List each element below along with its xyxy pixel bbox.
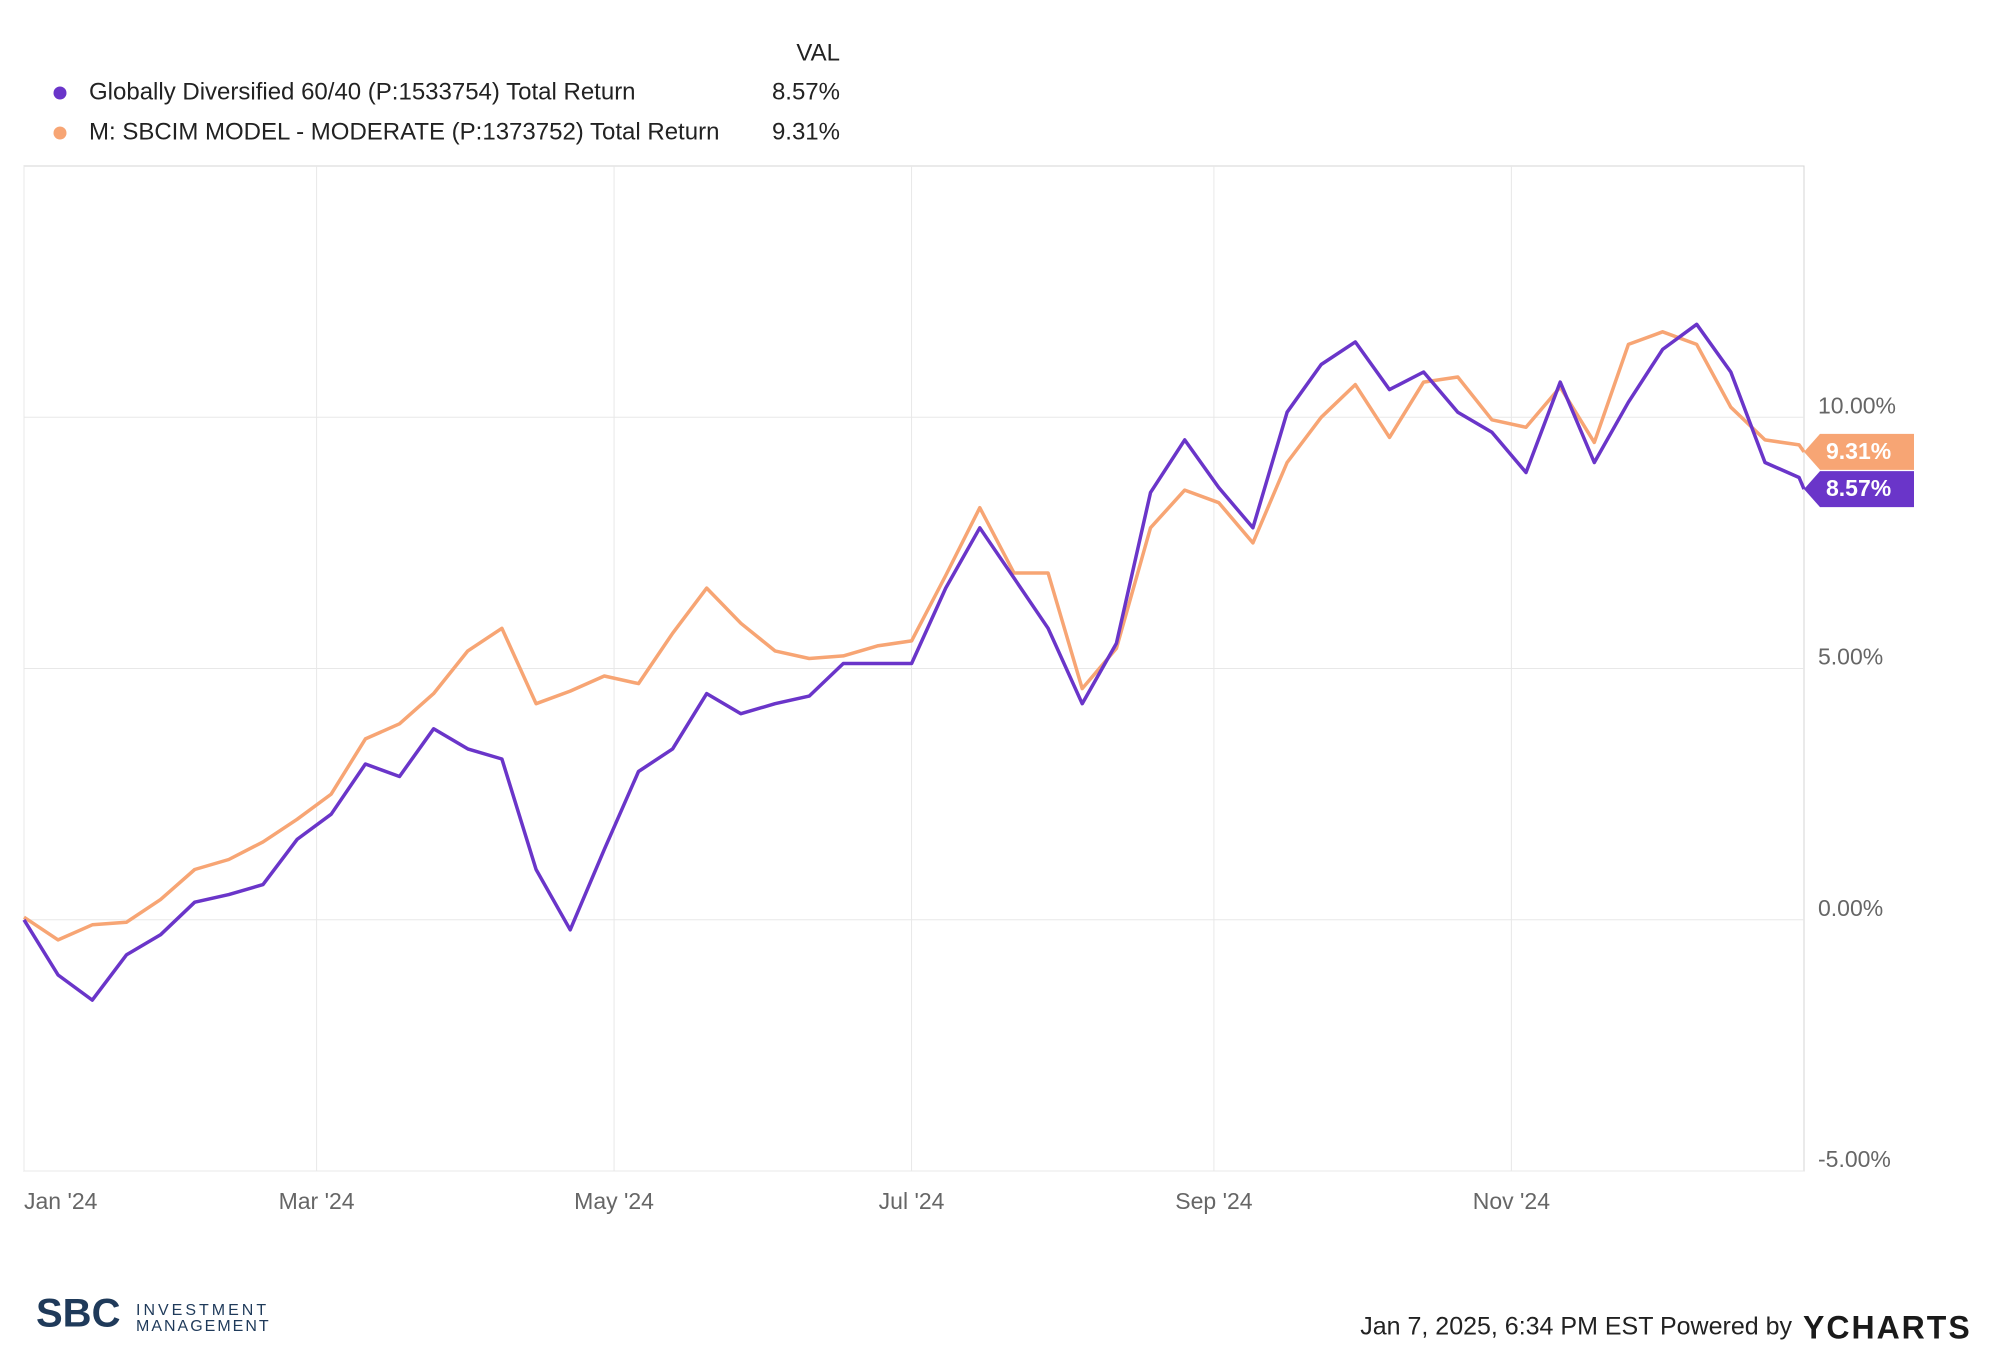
legend-marker: [53, 86, 67, 100]
legend-header: VAL: [796, 39, 840, 66]
series-line: [23, 330, 1806, 942]
legend-value: 8.57%: [772, 78, 840, 105]
timestamp: Jan 7, 2025, 6:34 PM EST Powered by: [1360, 1313, 1792, 1341]
logo-letters: SBC: [36, 1292, 120, 1336]
y-tick-label: 5.00%: [1818, 644, 1883, 670]
y-tick-label: 10.00%: [1818, 392, 1896, 418]
y-tick-label: 0.00%: [1818, 895, 1883, 921]
legend-label: M: SBCIM MODEL - MODERATE (P:1373752) To…: [89, 118, 719, 145]
x-tick-label: Sep '24: [1175, 1188, 1252, 1214]
x-tick-label: Mar '24: [279, 1188, 355, 1214]
x-tick-label: May '24: [574, 1188, 654, 1214]
end-tag-label: 8.57%: [1826, 475, 1891, 501]
x-tick-label: Jan '24: [24, 1188, 98, 1214]
x-tick-label: Nov '24: [1473, 1188, 1550, 1214]
legend-marker: [53, 126, 67, 140]
legend-label: Globally Diversified 60/40 (P:1533754) T…: [89, 78, 636, 105]
end-tag-label: 9.31%: [1826, 438, 1891, 464]
x-tick-label: Jul '24: [879, 1188, 945, 1214]
brand: YCHARTS: [1803, 1309, 1972, 1345]
legend-value: 9.31%: [772, 118, 840, 145]
end-tag: [1804, 433, 1914, 470]
logo-line: INVESTMENT: [136, 1302, 269, 1319]
logo-line: MANAGEMENT: [136, 1318, 271, 1335]
end-tag: [1804, 471, 1914, 508]
series-line: [22, 322, 1806, 1002]
y-tick-label: -5.00%: [1818, 1146, 1891, 1172]
